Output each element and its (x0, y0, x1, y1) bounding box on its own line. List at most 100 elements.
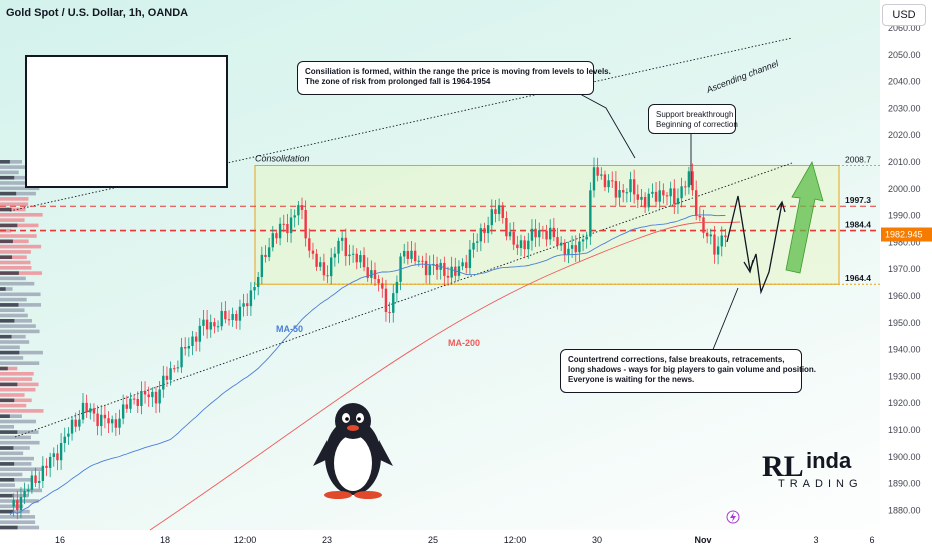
volume-bar (0, 223, 39, 228)
candle-body (260, 254, 264, 277)
y-tick-label: 1950.00 (888, 318, 921, 328)
last-price-tag (881, 227, 932, 242)
volume-bar (0, 340, 30, 344)
chart-title: Gold Spot / U.S. Dollar, 1h, OANDA (6, 7, 189, 19)
candle-body (457, 266, 461, 276)
candle-body (227, 319, 231, 321)
candle-body (508, 231, 512, 237)
volume-bar (0, 345, 20, 350)
currency-button[interactable]: USD (882, 4, 926, 26)
note-line: Support breakthrough (656, 110, 734, 119)
y-tick-label: 1980.00 (888, 237, 921, 247)
candle-body (446, 275, 450, 278)
volume-bar-dark (0, 462, 15, 466)
volume-bar (0, 387, 36, 392)
volume-bar (0, 440, 40, 445)
candle-body (12, 500, 15, 507)
volume-bar-dark (0, 271, 19, 275)
volume-bar (0, 414, 22, 418)
candle-body (45, 465, 48, 468)
candle-body (143, 390, 147, 395)
volume-bar-dark (0, 366, 8, 371)
candle-body (173, 368, 176, 370)
support-breakthrough-note: Support breakthrough Beginning of correc… (648, 104, 738, 134)
volume-bar (0, 403, 27, 408)
volume-bar (0, 175, 32, 180)
candle-body (472, 242, 475, 250)
volume-bar (0, 186, 40, 191)
candle-body (395, 281, 399, 294)
volume-bar (0, 191, 36, 196)
volume-bar (0, 483, 15, 487)
volume-bar (0, 239, 29, 244)
candle-body (519, 240, 523, 249)
volume-bar (0, 181, 30, 185)
volume-bar (0, 213, 43, 217)
y-tick-label: 1960.00 (888, 291, 921, 301)
candle-body (662, 190, 665, 196)
candle-body (702, 217, 705, 233)
volume-bar-dark (0, 334, 12, 339)
candle-body (443, 262, 446, 276)
volume-bar (0, 398, 32, 403)
candle-body (16, 500, 19, 511)
volume-bar (0, 430, 39, 434)
volume-bar-dark (0, 160, 10, 164)
candle-body (658, 190, 661, 202)
candle-body (140, 390, 143, 407)
candle-body (315, 253, 318, 267)
logo-mark: RL (762, 450, 804, 483)
candle-body (242, 303, 245, 307)
volume-bar (0, 255, 27, 259)
countertrend-note: Countertrend corrections, false breakout… (560, 349, 816, 393)
candle-body (125, 404, 128, 409)
candle-body (52, 453, 55, 457)
candle-body (465, 262, 468, 269)
note-line: The zone of risk from prolonged fall is … (305, 77, 491, 86)
price-axis: 2060.00 2050.00 2040.00 2030.00 2020.00 2010.… (880, 0, 932, 550)
candle-body (684, 186, 687, 188)
candle-body (585, 236, 588, 240)
volume-bar-dark (0, 382, 18, 387)
candle-body (253, 287, 256, 291)
candle-body (282, 223, 285, 225)
y-tick-label: 2050.00 (888, 50, 921, 60)
candle-body (319, 262, 322, 267)
candle-body (27, 489, 30, 492)
candle-body (545, 230, 548, 240)
price-level-label: 1964.4 (845, 273, 871, 283)
candle-body (198, 325, 201, 342)
candle-body (297, 205, 300, 216)
y-tick-label: 2060.00 (888, 23, 921, 33)
y-tick-label: 2000.00 (888, 184, 921, 194)
candle-body (549, 227, 552, 240)
volume-bar-dark (0, 493, 13, 498)
candle-body (384, 288, 388, 312)
y-tick-label: 1990.00 (888, 211, 921, 221)
volume-bar (0, 504, 24, 509)
candle-body (607, 180, 610, 188)
candle-body (176, 367, 180, 369)
time-axis: 16 18 12:00 23 25 12:00 30 Nov 3 6 (0, 530, 880, 550)
consolidation-label: Consolidation (255, 153, 310, 163)
candle-body (614, 181, 618, 198)
candle-body (111, 419, 114, 424)
volume-bar (0, 377, 33, 381)
volume-bar-dark (0, 239, 13, 244)
candle-body (85, 402, 88, 413)
x-tick-label: 12:00 (234, 535, 257, 545)
candle-body (410, 250, 413, 259)
price-level-label: 1984.4 (845, 220, 871, 230)
ma200-label: MA-200 (448, 338, 480, 348)
candle-body (618, 190, 621, 198)
price-axis-bg (880, 0, 932, 550)
time-axis-bg (0, 530, 880, 550)
candle-body (552, 227, 556, 238)
volume-bar (0, 308, 25, 312)
volume-bar-dark (0, 303, 19, 307)
forecast-arrowhead (743, 259, 754, 274)
candle-body (304, 209, 307, 239)
consolidation-zone (254, 164, 840, 285)
volume-bar (0, 292, 41, 297)
candle-body (527, 240, 530, 250)
